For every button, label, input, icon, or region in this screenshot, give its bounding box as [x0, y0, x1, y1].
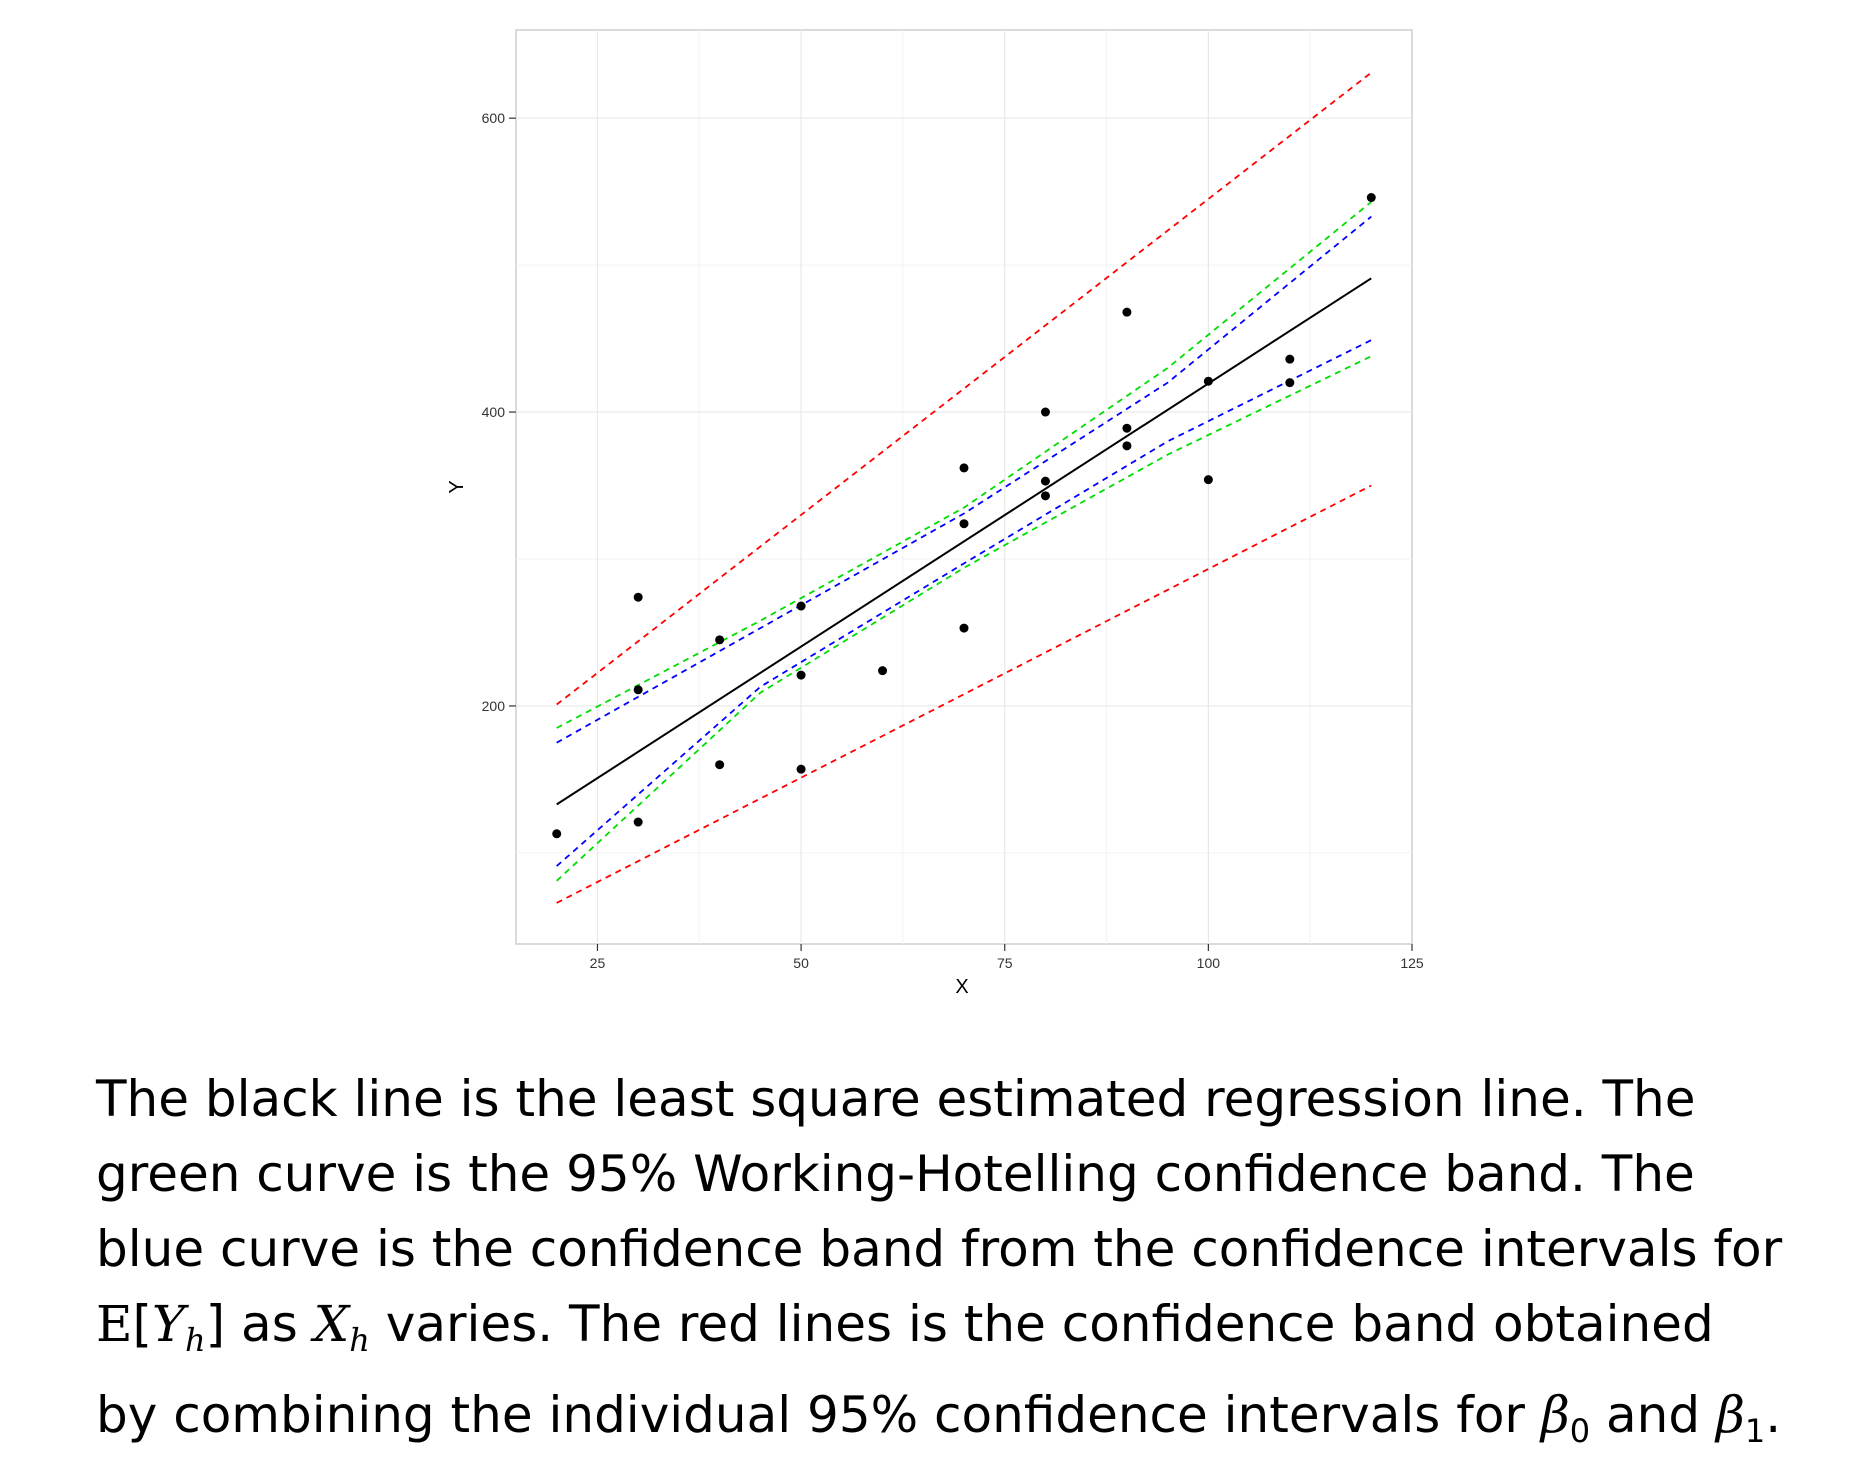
data-point [633, 817, 643, 827]
data-point [715, 635, 725, 645]
data-point [959, 623, 969, 633]
data-point [633, 685, 643, 695]
data-point [959, 519, 969, 529]
subscript-h: h [185, 1321, 206, 1359]
x-tick-label: 50 [793, 955, 809, 971]
figure-caption: The black line is the least square estim… [96, 1062, 1796, 1469]
subscript-1: 1 [1744, 1412, 1766, 1450]
data-point [1122, 441, 1132, 451]
red-band-upper [556, 71, 1372, 706]
data-point [1122, 307, 1132, 317]
caption-text-as: as [225, 1295, 314, 1353]
x-axis-title: X [955, 976, 968, 998]
data-point [1366, 193, 1376, 203]
axes: 25 50 75 100 125 200 400 600 [482, 110, 1424, 971]
data-point [1040, 491, 1050, 501]
x-tick-label: 125 [1400, 955, 1424, 971]
subscript-h: h [349, 1321, 370, 1359]
y-tick-label: 600 [482, 110, 506, 126]
green-band-upper [556, 201, 1372, 729]
data-point [633, 592, 643, 602]
caption-line-2: green curve is the 95% Working-Hotelling… [96, 1145, 1695, 1203]
caption-line-5: by combining the individual 95% confiden… [96, 1378, 1796, 1469]
y-axis-title: Y [446, 480, 468, 493]
data-point [878, 666, 888, 676]
caption-text-varies: varies. The red lines is the confidence … [369, 1295, 1714, 1353]
data-point [796, 601, 806, 611]
x-tick-label: 25 [590, 955, 606, 971]
symbol-x: X [313, 1295, 350, 1353]
symbol-y: Y [152, 1295, 186, 1353]
blue-band-lower [556, 339, 1372, 867]
symbol-beta: β [1540, 1386, 1570, 1444]
y-tick-label: 400 [482, 404, 506, 420]
data-point [796, 670, 806, 680]
data-point [1040, 476, 1050, 486]
data-point [1040, 407, 1050, 417]
caption-line-1: The black line is the least square estim… [96, 1070, 1696, 1128]
data-point [715, 760, 725, 770]
data-point [552, 829, 562, 839]
data-point [1285, 378, 1295, 388]
grid-lines [516, 30, 1412, 944]
open-bracket: [ [132, 1295, 153, 1353]
data-point [796, 764, 806, 774]
expectation-symbol: E [96, 1295, 133, 1353]
caption-text-combining: by combining the individual 95% confiden… [96, 1386, 1541, 1444]
symbol-beta: β [1716, 1386, 1745, 1444]
regression-line-group [556, 277, 1372, 806]
data-point [1285, 354, 1295, 364]
caption-line-4: E[Yh] as Xh varies. The red lines is the… [96, 1287, 1796, 1378]
caption-text-and: and [1590, 1386, 1716, 1444]
y-tick-label: 200 [482, 698, 506, 714]
caption-line-3: blue curve is the confidence band from t… [96, 1220, 1783, 1278]
confidence-bands [556, 71, 1372, 904]
data-point [1122, 423, 1132, 433]
subscript-0: 0 [1569, 1412, 1591, 1450]
blue-band-upper [556, 215, 1372, 744]
x-tick-label: 100 [1197, 955, 1221, 971]
red-band-lower [556, 484, 1372, 904]
data-point [1203, 475, 1213, 485]
caption-period: . [1765, 1386, 1782, 1444]
data-point [959, 463, 969, 473]
data-points [552, 193, 1376, 839]
plot-panel [515, 29, 1413, 945]
x-tick-label: 75 [997, 955, 1013, 971]
close-bracket: ] [205, 1295, 226, 1353]
regression-line [556, 277, 1372, 806]
data-point [1203, 376, 1213, 386]
regression-chart: 25 50 75 100 125 200 400 600 X Y [446, 29, 1424, 998]
